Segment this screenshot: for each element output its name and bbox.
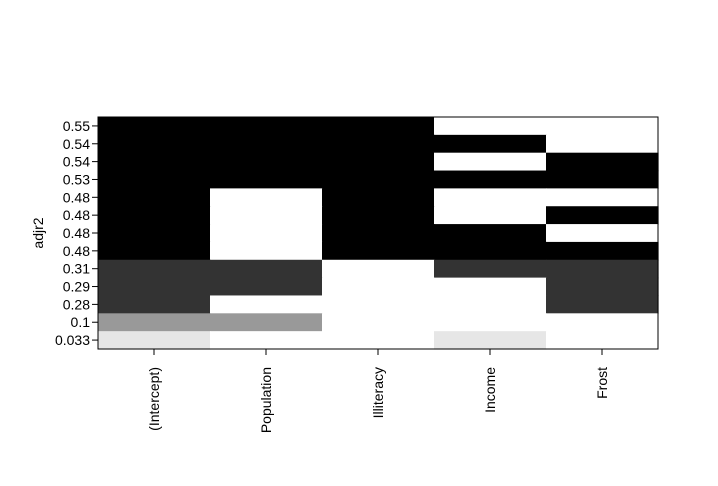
heatmap-cell: [434, 134, 547, 154]
heatmap-cell: [322, 259, 435, 279]
heatmap-cell: [322, 117, 435, 136]
x-tick-label: Population: [258, 367, 274, 433]
y-tick-label: 0.54: [63, 136, 90, 152]
y-tick-label: 0.48: [63, 243, 90, 259]
x-tick-label: (Intercept): [146, 367, 162, 431]
heatmap-cell: [98, 152, 211, 172]
heatmap-cell: [322, 188, 435, 207]
x-tick-label: Frost: [594, 367, 610, 399]
heatmap-cell: [98, 241, 211, 261]
heatmap-cell: [322, 331, 435, 350]
heatmap-cell: [546, 295, 659, 314]
y-tick-label: 0.1: [71, 314, 91, 330]
heatmap-cell: [434, 117, 547, 136]
heatmap-cell: [322, 206, 435, 225]
heatmap-cell: [210, 224, 323, 243]
heatmap-cell: [98, 134, 211, 154]
heatmap-cell: [322, 277, 435, 297]
heatmap-cell: [210, 152, 323, 172]
heatmap-cell: [434, 313, 547, 332]
y-tick-label: 0.29: [63, 279, 90, 295]
heatmap-cell: [546, 152, 659, 172]
heatmap-cell: [98, 188, 211, 207]
heatmap-cell: [434, 224, 547, 243]
heatmap-cell: [434, 170, 547, 189]
heatmap-cell: [322, 134, 435, 154]
heatmap-cell: [210, 134, 323, 154]
heatmap-cell: [322, 295, 435, 314]
heatmap-cell: [546, 117, 659, 136]
x-tick-label: Illiteracy: [370, 367, 386, 418]
heatmap-cell: [322, 152, 435, 172]
heatmap-cell: [98, 277, 211, 297]
y-tick-label: 0.31: [63, 261, 90, 277]
heatmap-cell: [98, 117, 211, 136]
heatmap-cell: [98, 170, 211, 189]
heatmap-cell: [434, 277, 547, 297]
heatmap-cell: [98, 295, 211, 314]
y-tick-label: 0.53: [63, 171, 90, 187]
heatmap-cell: [322, 224, 435, 243]
y-tick-label: 0.48: [63, 225, 90, 241]
heatmap-cell: [322, 170, 435, 189]
heatmap-cell: [434, 206, 547, 225]
heatmap-cell: [322, 313, 435, 332]
heatmap-cell: [546, 224, 659, 243]
heatmap-cell: [434, 295, 547, 314]
heatmap-cell: [98, 224, 211, 243]
heatmap-cell: [210, 170, 323, 189]
heatmap-cell: [434, 152, 547, 172]
y-tick-label: 0.28: [63, 296, 90, 312]
heatmap-cell: [546, 206, 659, 225]
heatmap-cell: [546, 241, 659, 261]
heatmap-cell: [546, 313, 659, 332]
y-tick-label: 0.48: [63, 207, 90, 223]
heatmap-cell: [210, 188, 323, 207]
heatmap-cells: [98, 117, 659, 350]
heatmap-cell: [434, 259, 547, 279]
heatmap-cell: [210, 117, 323, 136]
heatmap-cell: [322, 241, 435, 261]
y-tick-label: 0.55: [63, 118, 90, 134]
heatmap-cell: [210, 241, 323, 261]
heatmap-cell: [98, 313, 211, 332]
y-tick-label: 0.48: [63, 189, 90, 205]
heatmap-cell: [546, 259, 659, 279]
heatmap-cell: [546, 331, 659, 350]
heatmap-cell: [210, 259, 323, 279]
heatmap-cell: [98, 259, 211, 279]
heatmap-cell: [434, 241, 547, 261]
heatmap-cell: [98, 331, 211, 350]
heatmap-cell: [98, 206, 211, 225]
y-tick-label: 0.54: [63, 154, 90, 170]
heatmap-cell: [210, 206, 323, 225]
heatmap-cell: [546, 170, 659, 189]
heatmap-cell: [210, 313, 323, 332]
y-axis: 0.550.540.540.530.480.480.480.480.310.29…: [55, 118, 98, 348]
heatmap-cell: [434, 331, 547, 350]
x-tick-label: Income: [482, 367, 498, 413]
y-axis-title: adjr2: [30, 217, 46, 248]
heatmap-cell: [210, 295, 323, 314]
heatmap-cell: [210, 277, 323, 297]
heatmap-cell: [546, 134, 659, 154]
heatmap-cell: [546, 188, 659, 207]
heatmap-cell: [210, 331, 323, 350]
y-tick-label: 0.033: [55, 332, 90, 348]
heatmap-cell: [546, 277, 659, 297]
x-axis: (Intercept) Population Illiteracy Income Fro…: [146, 349, 610, 433]
heatmap-cell: [434, 188, 547, 207]
